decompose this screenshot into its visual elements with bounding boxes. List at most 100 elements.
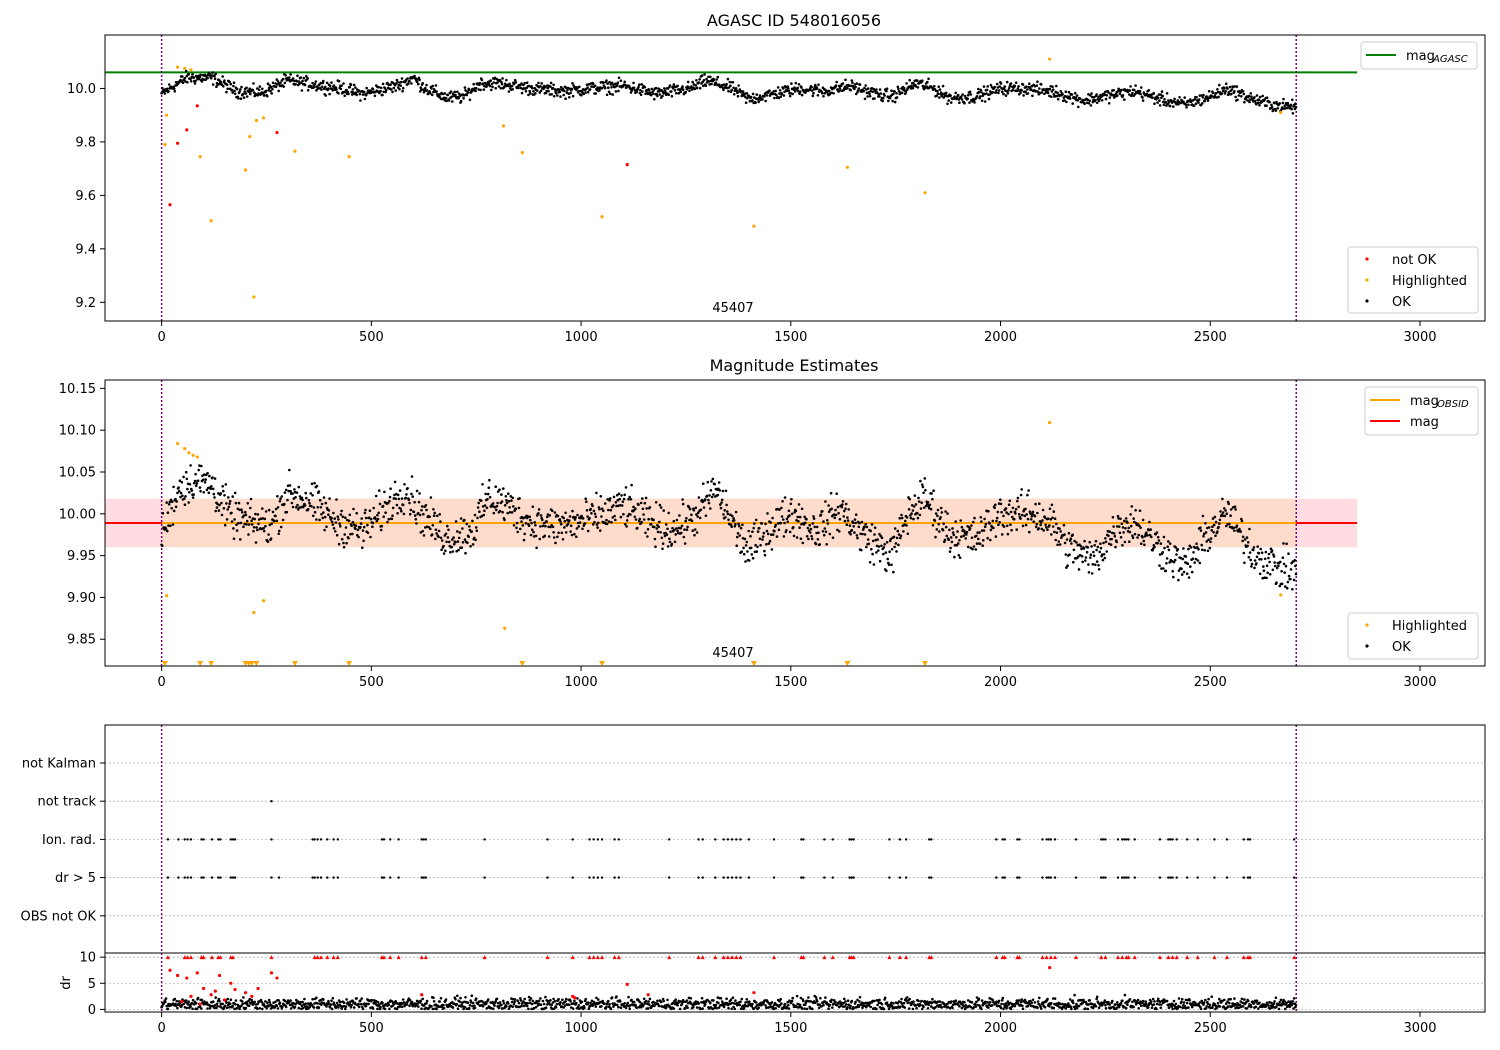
flag-point: [231, 838, 235, 841]
ok-point: [605, 1002, 609, 1006]
ok-point: [910, 512, 913, 515]
ok-point: [929, 507, 933, 511]
ok-point: [552, 536, 556, 539]
ok-point: [670, 542, 674, 546]
ok-point: [1263, 576, 1266, 579]
ok-point: [523, 81, 526, 85]
ok-point: [797, 520, 800, 523]
ok-point: [279, 497, 282, 501]
ok-point: [235, 529, 239, 532]
ok-point: [1258, 572, 1262, 576]
obsid-label: 45407: [712, 301, 753, 316]
flag-point: [483, 876, 486, 879]
ok-point: [1202, 532, 1206, 536]
ok-point: [1095, 560, 1099, 563]
ok-point: [201, 474, 204, 478]
ok-point: [377, 85, 381, 89]
ok-point: [387, 517, 391, 521]
ok-point: [408, 1004, 411, 1008]
ok-point: [623, 1002, 626, 1005]
ok-point: [1089, 94, 1092, 97]
ok-point: [937, 522, 940, 526]
ok-point: [702, 506, 706, 509]
ok-point: [1241, 539, 1244, 543]
ok-point: [255, 1007, 259, 1011]
ok-point: [261, 1007, 264, 1011]
ok-point: [425, 89, 429, 92]
ok-point: [608, 80, 611, 84]
ok-point: [220, 513, 224, 517]
ok-point: [260, 1000, 264, 1004]
ok-point: [475, 529, 479, 532]
ok-point: [1270, 103, 1273, 107]
ok-point: [371, 88, 375, 91]
ok-point: [942, 522, 945, 525]
ok-point: [386, 81, 389, 85]
legend-entry-label: mag: [1410, 394, 1439, 409]
ok-point: [310, 504, 313, 508]
ok-point: [722, 88, 725, 92]
ok-point: [756, 530, 760, 533]
ok-point: [442, 544, 445, 548]
ok-point: [541, 524, 545, 528]
ok-point: [396, 512, 399, 515]
ok-point: [1021, 513, 1024, 517]
ok-point: [198, 1005, 202, 1008]
ok-point: [1289, 103, 1293, 107]
ok-point: [1164, 100, 1168, 104]
ok-point: [218, 999, 221, 1003]
ok-point: [1226, 87, 1229, 90]
ok-point: [686, 80, 690, 84]
ok-point: [792, 526, 795, 529]
flag-point: [1196, 876, 1199, 879]
ok-point: [1003, 85, 1006, 88]
ok-point: [565, 91, 569, 94]
ok-point: [288, 1003, 292, 1007]
ok-point: [917, 496, 920, 500]
ok-point: [836, 505, 840, 509]
ok-point: [237, 501, 241, 505]
ok-point: [1276, 107, 1280, 110]
ok-point: [885, 541, 889, 544]
ok-point: [511, 496, 514, 500]
ok-point: [1240, 95, 1243, 98]
ok-point: [1285, 586, 1289, 590]
ok-point: [885, 569, 888, 573]
ok-point: [1195, 542, 1198, 545]
ok-point: [471, 543, 475, 546]
ok-point: [751, 1002, 754, 1006]
ok-point: [267, 508, 271, 512]
legend-entry-label: OK: [1392, 640, 1411, 655]
ok-point: [342, 541, 345, 545]
ok-point: [395, 503, 399, 507]
ok-point: [813, 525, 816, 529]
ok-point: [834, 513, 838, 517]
ok-point: [519, 527, 522, 531]
ok-point: [1227, 502, 1230, 506]
series-point: [195, 455, 199, 459]
legend-entry-label: Highlighted: [1392, 274, 1467, 289]
ok-point: [931, 497, 934, 501]
ok-point: [850, 528, 854, 532]
ok-point: [1002, 514, 1005, 518]
flag-point: [1175, 876, 1178, 879]
ok-point: [215, 85, 218, 88]
ok-point: [749, 95, 753, 99]
ok-point: [473, 513, 477, 517]
ok-point: [632, 1000, 636, 1004]
ok-point: [764, 1004, 767, 1007]
legend-top-right: mag AGASC: [1360, 41, 1478, 70]
ok-point: [746, 97, 749, 100]
ok-point: [628, 495, 631, 499]
ok-point: [672, 83, 676, 86]
ok-point: [384, 511, 387, 514]
ok-point: [293, 79, 296, 83]
ok-point: [1098, 97, 1101, 101]
ok-point: [240, 1004, 243, 1007]
ok-point: [322, 87, 326, 91]
ok-point: [274, 85, 278, 88]
flag-point: [177, 838, 180, 841]
ok-point: [683, 528, 686, 531]
highlighted-marker: [197, 661, 204, 666]
ok-point: [798, 90, 802, 93]
